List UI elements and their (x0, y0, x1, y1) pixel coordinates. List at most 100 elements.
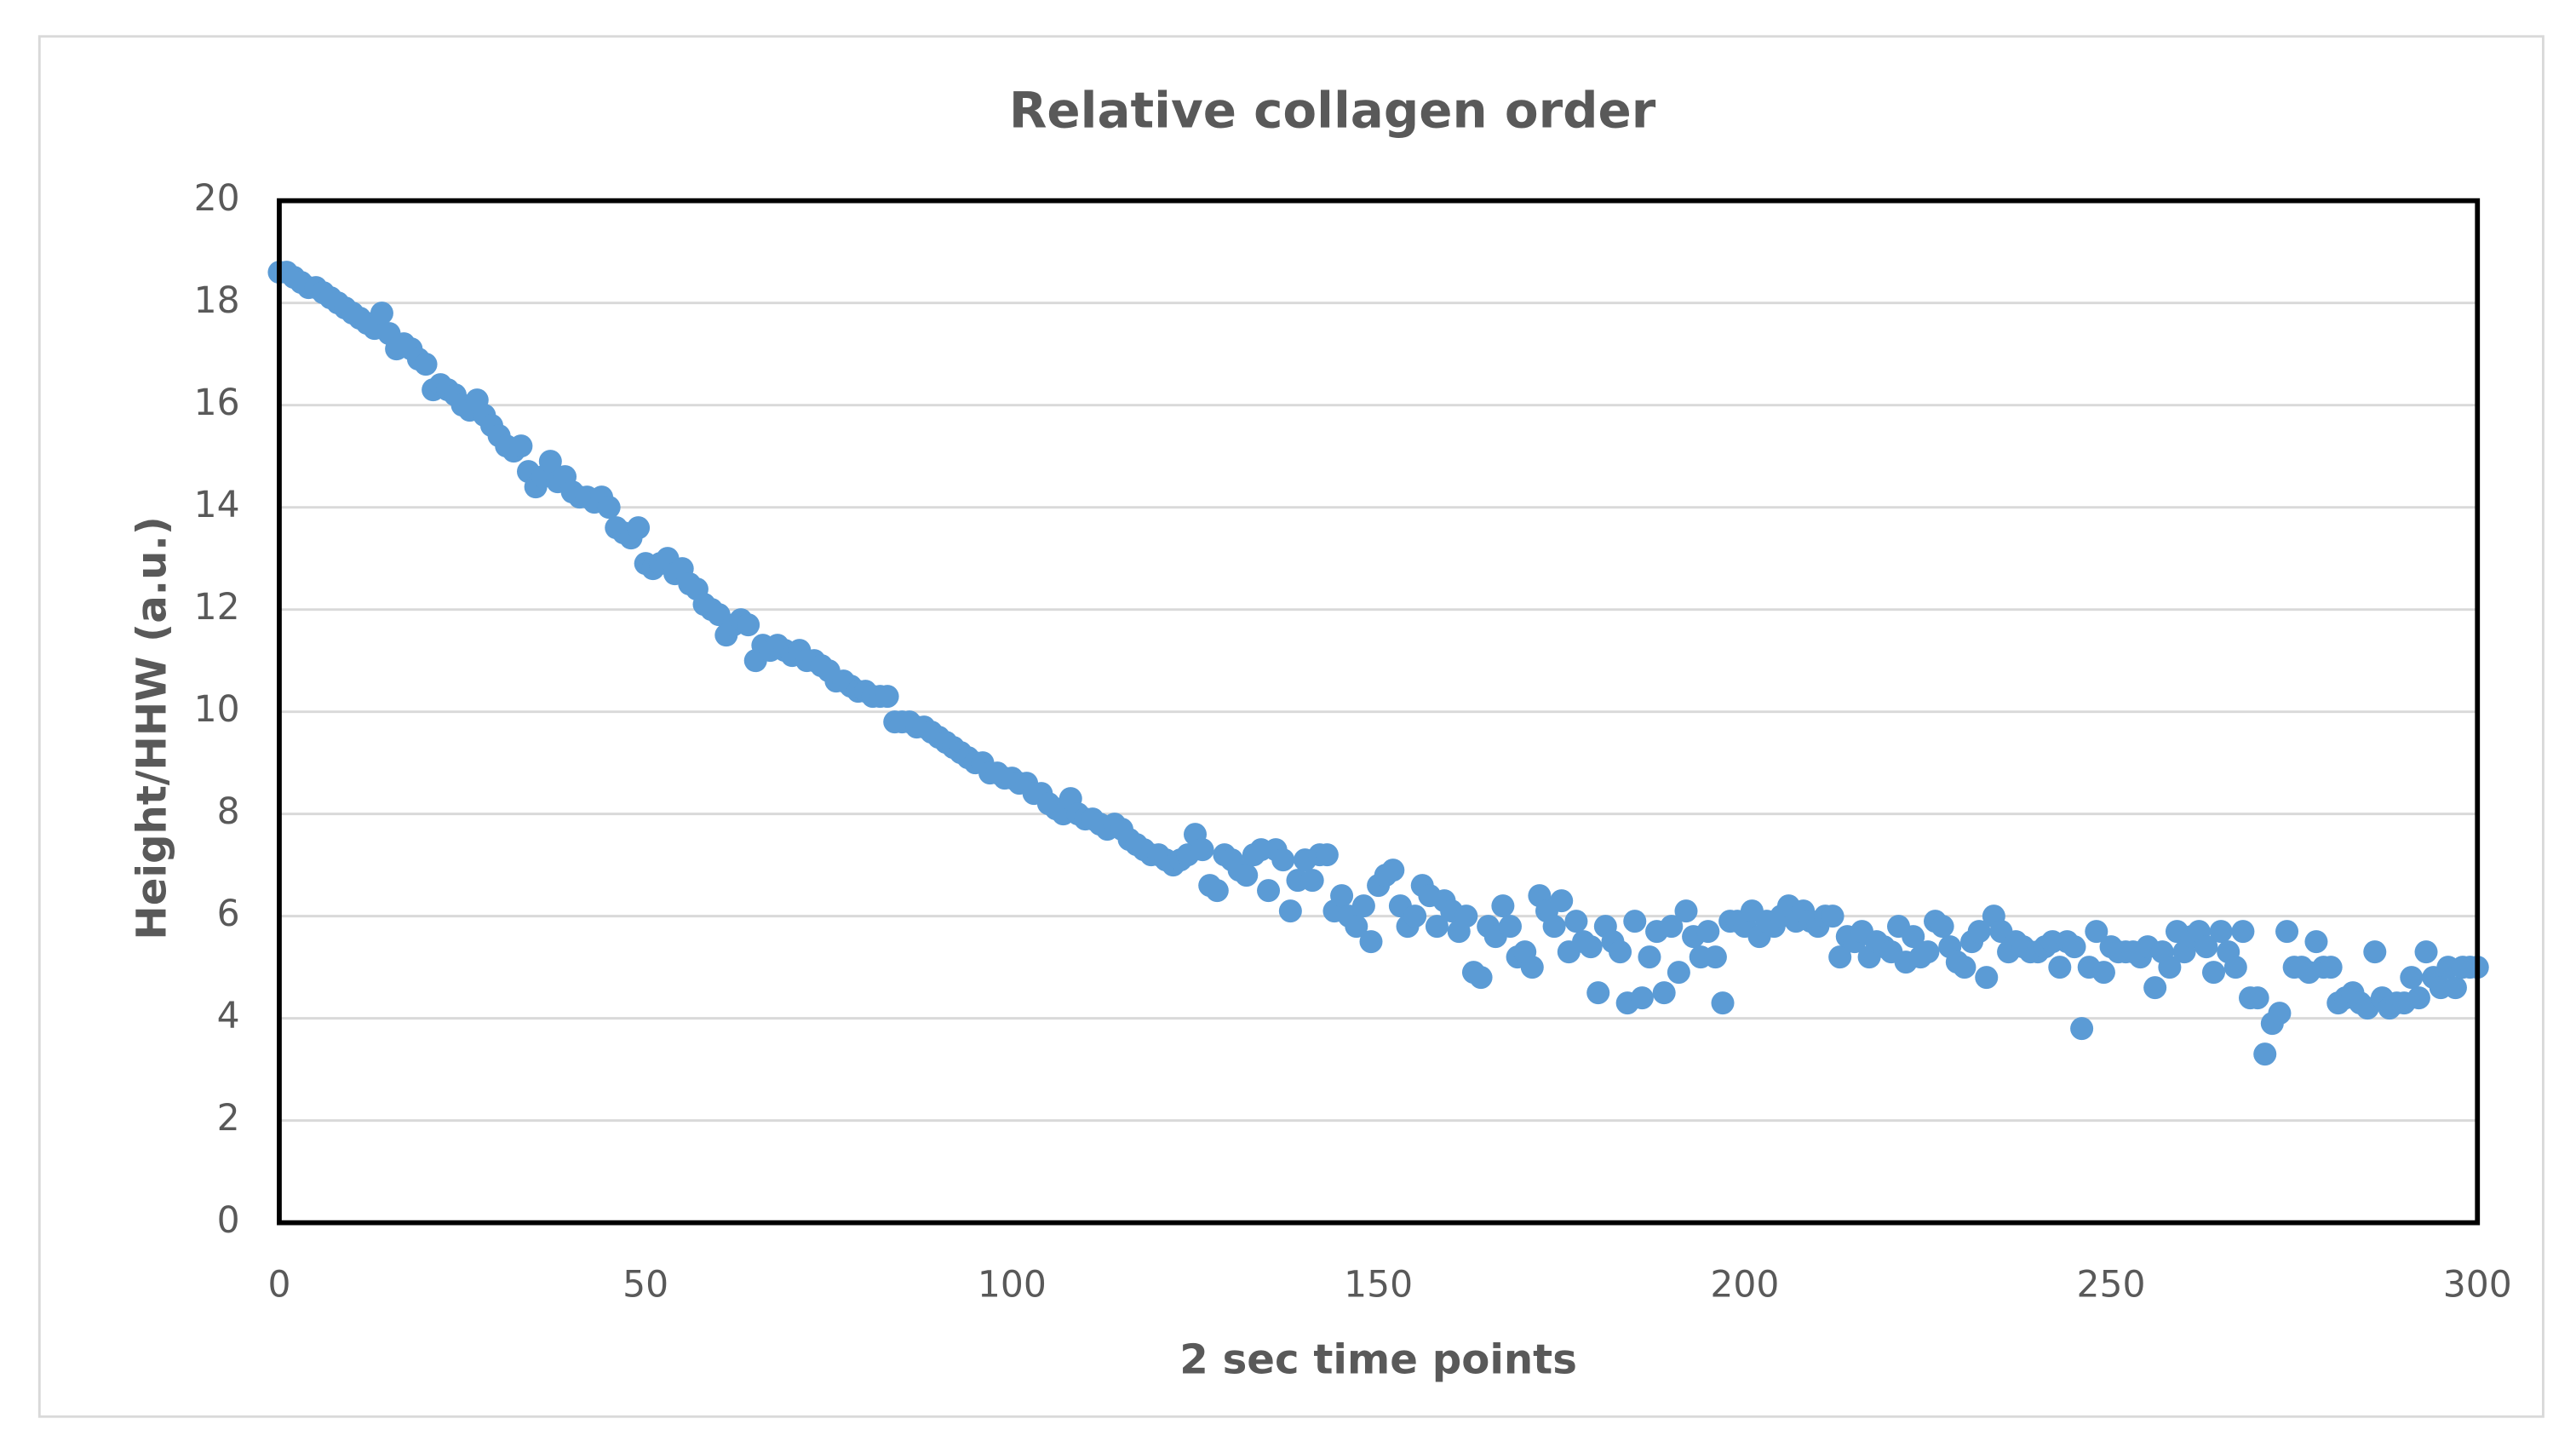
y-tick-label: 0 (217, 1200, 240, 1242)
point (1916, 940, 1940, 964)
x-tick-label: 150 (1344, 1264, 1413, 1306)
point (1359, 930, 1383, 954)
point (1403, 905, 1427, 928)
point (2209, 920, 2233, 944)
chart-frame (37, 35, 2544, 1418)
point (370, 302, 393, 325)
point (2070, 1017, 2094, 1041)
point (2194, 935, 2218, 959)
point (1257, 879, 1281, 903)
x-tick-label: 250 (2077, 1264, 2146, 1306)
x-tick-label: 200 (1710, 1264, 1779, 1306)
point (1271, 848, 1295, 872)
point (1190, 838, 1214, 862)
plot-border (277, 198, 2481, 1226)
points (267, 261, 2489, 1066)
point (1638, 945, 1661, 969)
point (1703, 945, 1727, 969)
point (2246, 986, 2269, 1010)
point (538, 450, 562, 474)
point (1828, 945, 1852, 969)
point (2063, 935, 2086, 959)
point (1696, 920, 1720, 944)
point (1660, 915, 1684, 939)
point (2319, 956, 2343, 979)
point (1235, 864, 1259, 887)
x-axis-label: 2 sec time points (1179, 1336, 1577, 1384)
point (1711, 991, 1735, 1015)
point (1542, 915, 1566, 939)
point (2443, 976, 2467, 1000)
point (2048, 956, 2072, 979)
point (1586, 981, 1610, 1005)
point (1674, 899, 1698, 923)
point (1564, 910, 1588, 933)
point (1550, 889, 1574, 913)
point (1381, 859, 1405, 882)
point (2268, 1002, 2292, 1025)
point (1520, 956, 1544, 979)
point (2158, 956, 2182, 979)
point (2275, 920, 2299, 944)
point (1498, 915, 1522, 939)
x-tick-label: 300 (2443, 1264, 2512, 1306)
point (1623, 910, 1647, 933)
point (509, 434, 533, 458)
point (737, 613, 760, 637)
y-tick-label: 6 (217, 893, 240, 935)
point (2223, 956, 2247, 979)
point (1345, 915, 1368, 939)
point (627, 516, 651, 540)
point (1902, 925, 1925, 949)
x-tick-label: 0 (267, 1264, 290, 1306)
y-tick-label: 12 (194, 587, 240, 629)
y-axis-label: Height/HHW (a.u.) (128, 516, 175, 939)
point (2363, 940, 2387, 964)
point (1205, 879, 1229, 903)
x-tick-label: 100 (978, 1264, 1047, 1306)
point (1975, 966, 1999, 990)
point (875, 685, 899, 709)
point (1967, 920, 1991, 944)
y-tick-label: 14 (194, 485, 240, 526)
chart-title: Relative collagen order (1009, 82, 1656, 140)
point (2091, 961, 2115, 985)
point (1351, 894, 1375, 918)
y-tick-label: 18 (194, 280, 240, 322)
point (2143, 976, 2167, 1000)
point (2231, 920, 2255, 944)
point (2253, 1042, 2277, 1066)
y-tick-label: 10 (194, 689, 240, 731)
y-tick-label: 20 (194, 178, 240, 220)
point (1315, 843, 1339, 867)
point (2304, 930, 2328, 954)
point (2085, 920, 2108, 944)
point (1630, 986, 1654, 1010)
point (2201, 961, 2225, 985)
point (1821, 905, 1845, 928)
x-tick-label: 50 (622, 1264, 668, 1306)
y-tick-label: 16 (194, 382, 240, 424)
point (1425, 915, 1449, 939)
point (1953, 956, 1976, 979)
point (2414, 940, 2438, 964)
point (1278, 899, 1302, 923)
point (1454, 905, 1478, 928)
point (597, 496, 621, 520)
point (1667, 961, 1690, 985)
point (2407, 986, 2430, 1010)
point (1652, 981, 1676, 1005)
y-tick-label: 2 (217, 1098, 240, 1140)
point (1931, 915, 1954, 939)
point (2400, 966, 2424, 990)
point (1469, 966, 1493, 990)
point (414, 353, 438, 376)
y-tick-label: 4 (217, 996, 240, 1037)
y-tick-label: 8 (217, 791, 240, 833)
point (1579, 935, 1603, 959)
point (1330, 884, 1354, 908)
point (1300, 869, 1324, 893)
